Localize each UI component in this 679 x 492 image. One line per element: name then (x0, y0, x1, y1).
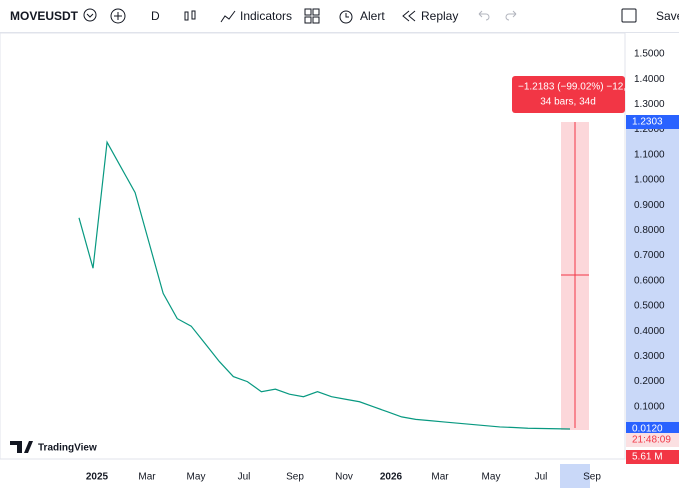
save-button[interactable]: Save (656, 9, 679, 23)
measure-tooltip-line2: 34 bars, 34d (540, 97, 596, 108)
logo-icon (10, 441, 33, 453)
price-axis-label: 0.1000 (634, 401, 665, 412)
price-axis-label: 0.7000 (634, 250, 665, 261)
fullscreen-icon[interactable] (621, 8, 637, 24)
price-axis-label: 0.8000 (634, 225, 665, 236)
last-price-badge: 0.0120 (632, 424, 663, 435)
countdown-badge-bg (626, 433, 679, 447)
replay-button[interactable]: Replay (421, 9, 459, 23)
price-axis-label: 0.2000 (634, 376, 665, 387)
compare-icon[interactable] (110, 8, 126, 24)
price-axis-label: 0.6000 (634, 275, 665, 286)
time-axis-highlight (560, 464, 590, 488)
time-axis-label: Jul (535, 472, 548, 483)
measure-top-badge-bg (626, 115, 679, 129)
measure-top-badge: 1.2303 (632, 117, 663, 128)
price-axis-highlight (626, 122, 679, 430)
time-axis-label: Mar (431, 472, 449, 483)
time-axis-label: May (187, 472, 206, 483)
price-axis-label: 1.4000 (634, 74, 665, 85)
time-axis-label: Nov (335, 472, 353, 483)
price-axis-label: 1.2000 (634, 124, 665, 135)
time-axis-label: Sep (286, 472, 304, 483)
alert-icon[interactable] (338, 8, 354, 24)
volume-badge: 5.61 M (632, 452, 663, 463)
templates-icon[interactable] (304, 8, 320, 24)
price-line (78, 140, 571, 430)
indicators-button[interactable]: Indicators (240, 9, 293, 23)
price-axis-label: 0.4000 (634, 326, 665, 337)
volume-badge-bg (626, 450, 679, 464)
replay-icon[interactable] (401, 8, 417, 24)
price-axis-label: 1.1000 (634, 149, 665, 160)
time-axis-label: May (482, 472, 501, 483)
time-axis-label: Jul (238, 472, 251, 483)
price-axis-label: 0.5000 (634, 301, 665, 312)
price-axis-label: 1.0000 (634, 175, 665, 186)
measure-tooltip-box (512, 76, 625, 113)
time-axis-label: Mar (138, 472, 156, 483)
indicators-icon[interactable] (220, 8, 236, 24)
symbol[interactable]: MOVEUSDT (10, 9, 79, 23)
time-axis-label: 2026 (380, 472, 403, 483)
logo-text: TradingView (38, 443, 97, 454)
chart-type-icon[interactable] (183, 8, 197, 24)
price-axis-label: 1.3000 (634, 99, 665, 110)
toolbar: MOVEUSDT D Indicators Alert Replay Save (0, 0, 679, 33)
countdown-badge: 21:48:09 (632, 435, 671, 446)
undo-icon[interactable] (476, 8, 490, 22)
symbol-menu-icon[interactable] (83, 8, 97, 22)
last-price-badge-bg (626, 422, 679, 436)
alert-button[interactable]: Alert (360, 9, 385, 23)
price-axis-label: 1.5000 (634, 49, 665, 60)
interval[interactable]: D (151, 9, 160, 23)
time-axis-label: 2025 (86, 472, 109, 483)
chart-pane: 1.5000 1.4000 1.3000 1.2000 1.1000 1.0000 0.90… (0, 33, 679, 488)
price-axis-label: 0.3000 (634, 351, 665, 362)
time-axis-label: Sep (583, 472, 601, 483)
measure-tooltip-line1: −1.2183 (−99.02%) −12,18 (518, 82, 638, 93)
redo-icon[interactable] (505, 8, 519, 22)
price-axis-label: 0.9000 (634, 200, 665, 211)
